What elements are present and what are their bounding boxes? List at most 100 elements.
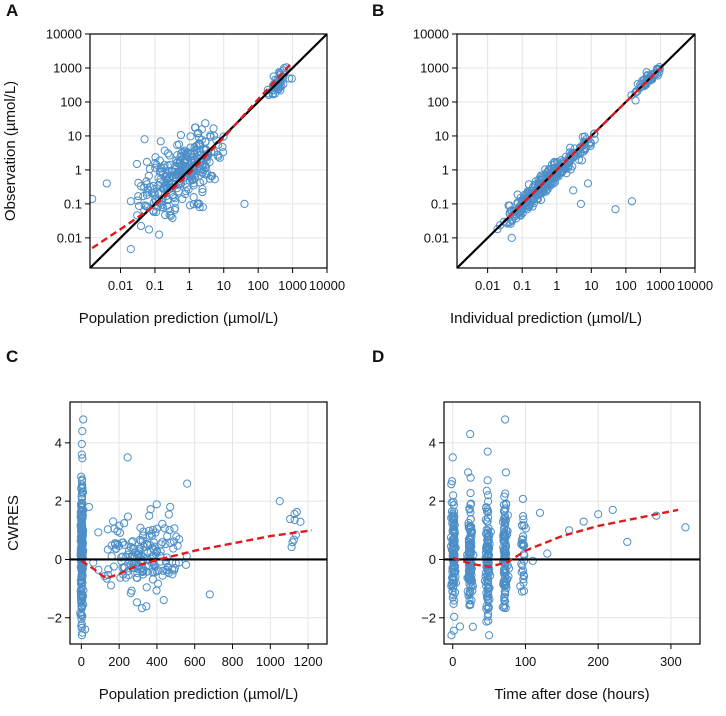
- data-point: [174, 140, 184, 149]
- data-point: [275, 497, 284, 506]
- data-point: [166, 502, 175, 512]
- data-point: [466, 515, 475, 524]
- x-axis-title: Population prediction (µmol/L): [79, 310, 279, 327]
- data-point: [483, 447, 492, 456]
- data-point: [195, 178, 204, 187]
- data-point: [107, 581, 116, 590]
- data-point: [448, 536, 457, 545]
- data-point: [566, 151, 575, 160]
- data-point: [541, 165, 550, 174]
- data-point: [467, 577, 476, 587]
- data-point: [500, 596, 509, 605]
- data-point: [681, 523, 690, 532]
- data-point: [127, 586, 136, 595]
- x-tick-label: 1: [186, 278, 193, 293]
- data-point: [165, 151, 174, 160]
- data-point: [195, 139, 204, 149]
- data-point: [579, 137, 588, 146]
- data-point: [608, 505, 617, 514]
- data-point: [158, 184, 168, 193]
- data-point: [482, 602, 491, 611]
- y-tick-label: 0: [429, 552, 436, 567]
- data-point: [148, 525, 158, 534]
- data-point: [449, 626, 458, 635]
- data-point: [201, 119, 210, 128]
- points-d: [446, 415, 690, 640]
- data-point: [501, 573, 510, 582]
- data-point: [159, 596, 168, 605]
- y-axis-title: Observation (µmol/L): [2, 81, 19, 221]
- data-point: [142, 157, 152, 166]
- data-point: [482, 593, 491, 602]
- data-point: [465, 505, 474, 514]
- data-point: [148, 567, 157, 577]
- data-point: [132, 598, 142, 607]
- y-tick-label: −2: [47, 610, 62, 625]
- data-point: [102, 574, 111, 583]
- data-point: [156, 137, 165, 146]
- data-point: [623, 537, 632, 547]
- data-point: [198, 203, 207, 212]
- plot-frame: [89, 33, 328, 269]
- x-tick-label: 600: [184, 654, 206, 669]
- data-point: [77, 576, 86, 585]
- data-point: [142, 583, 151, 592]
- x-tick-label: 1: [553, 278, 560, 293]
- data-point: [113, 527, 122, 536]
- x-tick-label: 1000: [256, 654, 285, 669]
- data-point: [484, 587, 493, 596]
- data-point: [516, 582, 525, 591]
- data-point: [521, 524, 530, 533]
- data-point: [483, 596, 493, 605]
- data-point: [137, 604, 147, 613]
- data-point: [163, 161, 172, 170]
- data-point: [500, 415, 510, 424]
- data-point: [448, 514, 458, 523]
- data-point: [449, 497, 458, 507]
- data-point: [285, 514, 295, 524]
- data-point: [77, 513, 86, 522]
- data-point: [139, 570, 148, 579]
- data-point: [77, 515, 86, 525]
- data-point: [556, 168, 565, 177]
- data-point: [518, 532, 528, 541]
- data-point: [78, 563, 87, 573]
- data-point: [590, 129, 599, 138]
- data-point: [554, 163, 564, 172]
- data-point: [79, 415, 88, 424]
- x-tick-label: 100: [515, 654, 537, 669]
- data-point: [279, 66, 288, 75]
- data-point: [577, 156, 587, 165]
- data-point: [120, 540, 129, 549]
- data-point: [81, 625, 90, 634]
- data-point: [499, 565, 509, 574]
- x-tick-label: 0: [449, 654, 456, 669]
- y-tick-label: 2: [55, 494, 62, 509]
- data-point: [517, 540, 526, 549]
- data-point: [133, 569, 142, 578]
- data-point: [166, 538, 175, 548]
- data-point: [109, 517, 118, 526]
- data-point: [140, 135, 149, 144]
- data-point: [448, 453, 457, 462]
- data-point: [468, 622, 477, 631]
- data-point: [117, 553, 126, 562]
- data-point: [451, 567, 460, 576]
- data-point: [583, 179, 593, 188]
- data-point: [482, 581, 491, 591]
- x-tick-label: 10000: [677, 278, 713, 293]
- data-point: [142, 602, 151, 611]
- data-point: [77, 578, 86, 588]
- data-point: [449, 501, 458, 510]
- data-point: [465, 596, 474, 605]
- x-tick-label: 1000: [646, 278, 675, 293]
- data-point: [78, 427, 87, 436]
- data-point: [450, 568, 459, 577]
- data-point: [292, 507, 301, 517]
- data-point: [77, 610, 86, 620]
- data-point: [124, 571, 133, 580]
- data-point: [466, 535, 475, 544]
- data-point: [159, 566, 168, 575]
- panel-letter: B: [372, 1, 384, 20]
- data-point: [518, 494, 528, 504]
